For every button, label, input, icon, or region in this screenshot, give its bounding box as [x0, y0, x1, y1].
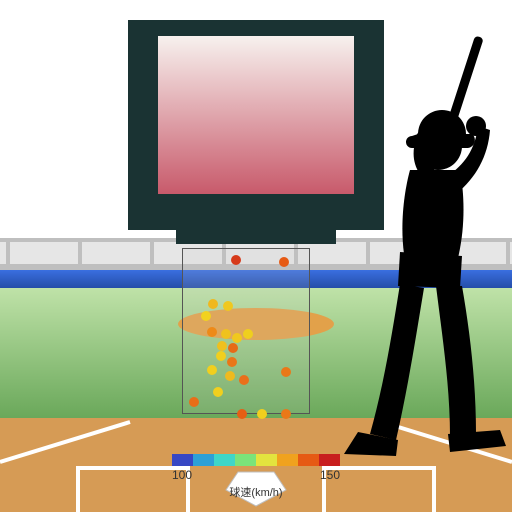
- pitch-location-chart: 100 150 球速(km/h): [0, 0, 512, 512]
- legend-gradient-bar: [172, 454, 340, 466]
- batter-silhouette: [0, 0, 512, 512]
- legend-tick: 150: [320, 468, 340, 482]
- legend-ticks: 100 150: [172, 468, 340, 482]
- velocity-legend: 100 150 球速(km/h): [172, 454, 340, 500]
- legend-tick: 100: [172, 468, 192, 482]
- legend-label: 球速(km/h): [229, 484, 282, 500]
